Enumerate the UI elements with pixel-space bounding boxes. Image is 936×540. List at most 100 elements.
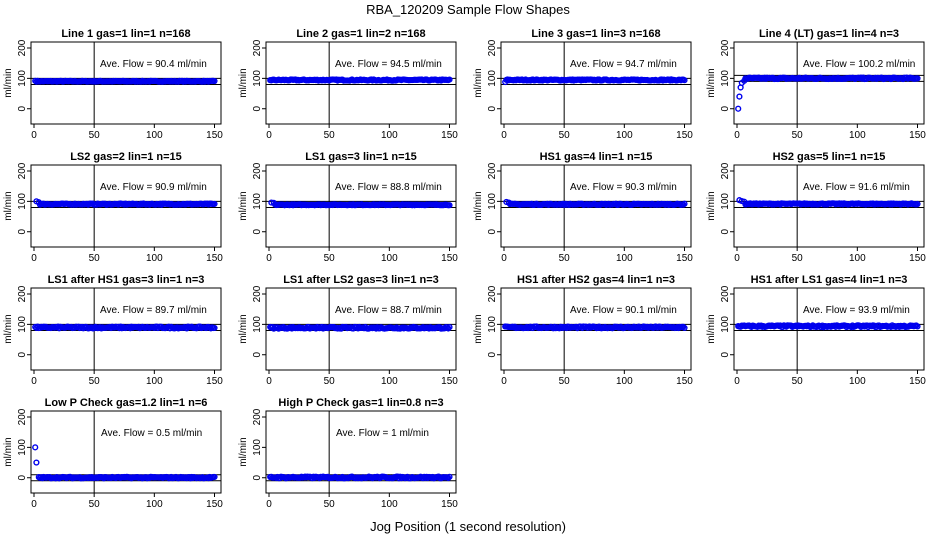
x-tick-label: 150 [441,499,458,510]
x-tick-label: 0 [734,376,740,387]
panel-2: Line 2 gas=1 lin=2 n=168 0 50 100 150 0 100 200… [238,28,458,141]
x-tick-label: 100 [381,253,398,264]
y-axis-label: ml/min [706,314,717,343]
series-points [502,323,688,332]
x-tick-label: 150 [909,130,926,141]
y-tick-label: 200 [487,162,498,179]
plot-frame [733,287,925,371]
y-tick-label: 0 [252,229,263,235]
y-tick-label: 200 [487,285,498,302]
x-tick-label: 150 [676,253,693,264]
y-tick-label: 100 [487,70,498,87]
y-tick-label: 200 [252,285,263,302]
average-annotation: Ave. Flow = 100.2 ml/min [803,59,915,70]
plot-frame [500,164,692,248]
x-tick-label: 50 [559,130,571,141]
panel-title: Line 1 gas=1 lin=1 n=168 [61,28,190,40]
plot-frame [265,164,457,248]
y-tick-label: 200 [720,285,731,302]
y-axis-label: ml/min [238,68,249,97]
x-tick-label: 50 [792,130,804,141]
x-tick-label: 50 [792,253,804,264]
x-tick-label: 100 [146,499,163,510]
x-tick-label: 50 [89,499,101,510]
data-point [211,200,218,208]
x-tick-label: 100 [849,130,866,141]
average-annotation: Ave. Flow = 0.5 ml/min [101,428,202,439]
average-annotation: Ave. Flow = 90.4 ml/min [100,59,207,70]
series-points [32,77,218,85]
average-annotation: Ave. Flow = 90.9 ml/min [100,182,207,193]
panel-12: HS1 after LS1 gas=4 lin=1 n=3 0 50 100 150 0 1… [706,274,926,387]
data-point [33,459,40,466]
series-points [502,76,688,86]
data-point [211,473,218,481]
y-tick-label: 0 [252,106,263,112]
y-tick-label: 0 [252,475,263,481]
panel-13: Low P Check gas=1.2 lin=1 n=6 0 50 100 150 0 1… [3,397,223,510]
plot-frame [733,164,925,248]
y-tick-label: 200 [252,408,263,425]
data-point [681,324,688,331]
x-tick-label: 50 [324,253,336,264]
panel-5: LS2 gas=2 lin=1 n=15 0 50 100 150 0 100 200 ml/m… [3,151,223,264]
average-annotation: Ave. Flow = 93.9 ml/min [803,305,910,316]
y-tick-label: 200 [17,408,28,425]
panel-8: HS2 gas=5 lin=1 n=15 0 50 100 150 0 100 200 ml/m… [706,151,926,264]
y-axis-label: ml/min [473,314,484,343]
panel-14: High P Check gas=1 lin=0.8 n=3 0 50 100 150 0… [238,397,458,510]
average-annotation: Ave. Flow = 94.7 ml/min [570,59,677,70]
panel-1: Line 1 gas=1 lin=1 n=168 0 50 100 150 0 100 200… [3,28,223,141]
series-points [32,444,218,482]
plot-frame [265,287,457,371]
average-annotation: Ave. Flow = 88.7 ml/min [335,305,442,316]
x-tick-label: 50 [89,253,101,264]
panel-grid: Line 1 gas=1 lin=1 n=168 0 50 100 150 0 100 200… [3,28,926,510]
y-tick-label: 200 [720,39,731,56]
x-tick-label: 0 [266,253,272,264]
panel-7: HS1 gas=4 lin=1 n=15 0 50 100 150 0 100 200 ml/m… [473,151,693,264]
y-tick-label: 100 [487,316,498,333]
panel-4: Line 4 (LT) gas=1 lin=4 n=3 0 50 100 150 0 100… [706,28,926,141]
x-tick-label: 100 [849,376,866,387]
panel-title: Low P Check gas=1.2 lin=1 n=6 [45,397,208,409]
panel-title: HS1 after LS1 gas=4 lin=1 n=3 [751,274,908,286]
y-tick-label: 100 [252,316,263,333]
y-tick-label: 0 [17,229,28,235]
x-tick-label: 100 [381,130,398,141]
y-tick-label: 0 [17,352,28,358]
x-tick-label: 150 [206,130,223,141]
plot-frame [733,41,925,125]
x-tick-label: 100 [146,130,163,141]
y-tick-label: 0 [17,106,28,112]
x-tick-label: 50 [324,130,336,141]
x-tick-label: 0 [266,376,272,387]
plot-frame [30,41,222,125]
x-tick-label: 50 [89,376,101,387]
data-point [446,76,453,83]
x-tick-label: 100 [849,253,866,264]
data-point [445,474,452,482]
x-tick-label: 50 [559,376,571,387]
x-tick-label: 50 [324,376,336,387]
panel-title: HS1 after HS2 gas=4 lin=1 n=3 [517,274,675,286]
y-tick-label: 200 [17,285,28,302]
data-point [211,77,218,85]
panel-title: Line 4 (LT) gas=1 lin=4 n=3 [759,28,899,40]
y-tick-label: 0 [487,352,498,358]
y-axis-label: ml/min [3,68,14,97]
data-point [681,77,688,84]
y-tick-label: 200 [252,162,263,179]
panel-3: Line 3 gas=1 lin=3 n=168 0 50 100 150 0 100 200… [473,28,693,141]
average-annotation: Ave. Flow = 89.7 ml/min [100,305,207,316]
y-tick-label: 100 [17,439,28,456]
panel-11: HS1 after HS2 gas=4 lin=1 n=3 0 50 100 150 0 1… [473,274,693,387]
x-tick-label: 0 [501,253,507,264]
plot-frame [30,410,222,494]
x-tick-label: 0 [734,253,740,264]
figure-title: RBA_120209 Sample Flow Shapes [366,2,570,17]
plot-frame [265,410,457,494]
y-tick-label: 100 [720,316,731,333]
x-tick-label: 0 [266,130,272,141]
